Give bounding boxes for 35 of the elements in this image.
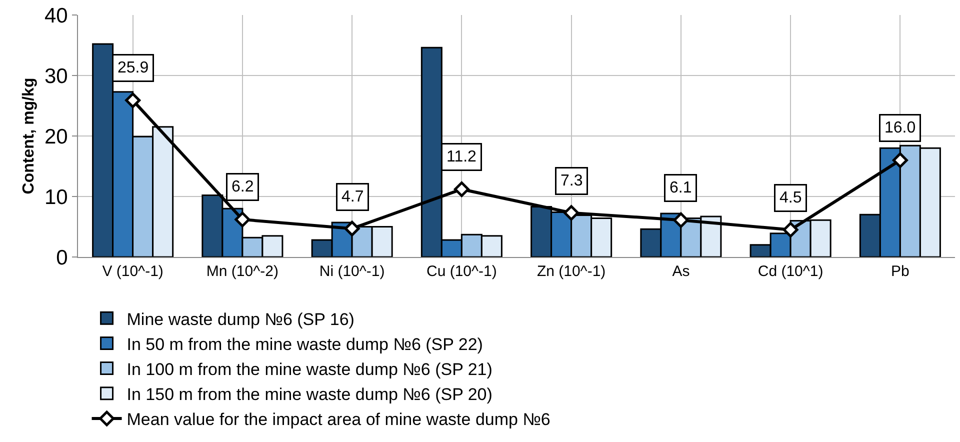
data-label: 4.7 (342, 188, 364, 206)
data-label: 16.0 (884, 120, 916, 136)
point (234, 212, 250, 228)
legend-label: Mine waste dump №6 (SP 16) (126, 310, 354, 329)
x-tick-label: Cd (10^1) (758, 263, 824, 280)
data-label: 25.9 (118, 60, 149, 76)
point (564, 205, 580, 221)
x-tick-label: As (672, 263, 690, 280)
y-tick-label: 10 (44, 186, 68, 209)
data-label: 7.3 (560, 172, 583, 190)
y-tick-label: 0 (56, 246, 68, 270)
data-label: 11.2 (446, 148, 477, 166)
point (782, 222, 798, 238)
point (344, 220, 360, 236)
point (892, 152, 908, 168)
point (125, 92, 141, 108)
legend-label: In 150 m from the mine waste dump №6 (SP 20) (126, 385, 492, 404)
data-label: 4.5 (780, 190, 802, 206)
legend-label: Mean value for the impact area of mine waste dump №6 (126, 410, 550, 430)
y-axis-title: Content, mg/kg (20, 78, 38, 194)
y-tick-label: 40 (44, 4, 68, 28)
data-label: 6.2 (232, 178, 254, 196)
x-tick-label: Cu (10^-1) (426, 263, 497, 280)
legend-label: In 50 m from the mine waste dump №6 (SP 22) (126, 334, 483, 354)
legend-label: In 100 m from the mine waste dump №6 (SP 21) (126, 360, 492, 379)
point (454, 181, 470, 197)
y-tick-label: 30 (44, 64, 68, 88)
point (673, 212, 689, 228)
x-tick-label: Pb (891, 263, 910, 280)
data-label: 6.1 (670, 180, 692, 196)
x-tick-label: Mn (10^-2) (206, 263, 278, 280)
x-tick-label: Zn (10^-1) (536, 263, 606, 280)
x-tick-label: Ni (10^-1) (319, 263, 385, 280)
y-tick-label: 20 (44, 125, 68, 148)
x-tick-label: V (10^-1) (102, 263, 164, 280)
